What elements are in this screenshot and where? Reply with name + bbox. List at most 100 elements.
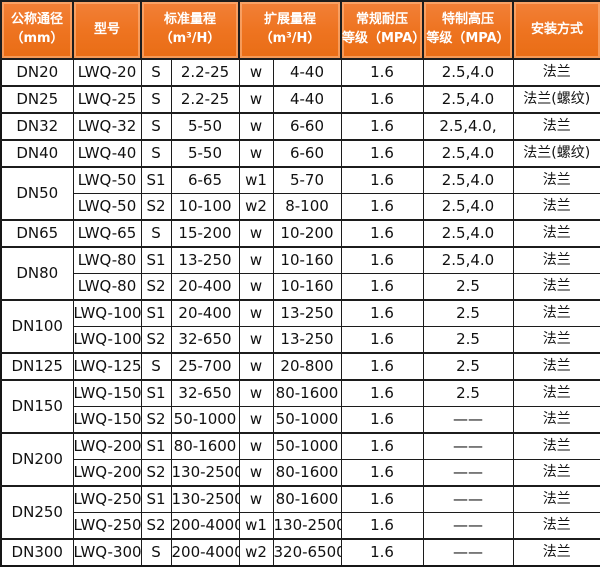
table-row: DN25 LWQ-25 S 2.2-25 w 4-40 1.6 2.5,4.0 … [0, 85, 600, 114]
cell-model: LWQ-20 [72, 58, 142, 87]
cell-std-range: 5-50 [170, 112, 240, 141]
cell-std-code: S [140, 219, 172, 248]
cell-std-code: S1 [140, 485, 172, 513]
cell-install: 法兰 [512, 485, 600, 513]
cell-model: LWQ-200 [72, 459, 142, 487]
cell-ext-code: w [238, 352, 274, 381]
header-cell-special-pressure: 特制高压 等级（MPA） [422, 0, 514, 60]
cell-dn: DN20 [0, 58, 74, 87]
cell-model: LWQ-125 [72, 352, 142, 381]
cell-dn: DN100 [0, 299, 74, 354]
cell-dn: DN300 [0, 538, 74, 567]
cell-special-pressure: 2.5,4.0 [422, 58, 514, 87]
cell-ext-code: w [238, 273, 274, 301]
cell-normal-pressure: 1.6 [340, 299, 424, 327]
cell-model: LWQ-100 [72, 299, 142, 327]
cell-normal-pressure: 1.6 [340, 85, 424, 114]
table-row: LWQ-50 S2 10-100 w2 8-100 1.6 2.5,4.0 法兰 [1, 193, 600, 221]
cell-ext-range: 80-1600 [272, 459, 342, 487]
header-cell-install: 安装方式 [512, 0, 600, 60]
cell-special-pressure: 2.5 [422, 379, 514, 407]
cell-ext-range: 4-40 [272, 58, 342, 87]
header-normal-line1: 常规耐压 [355, 12, 408, 28]
cell-std-code: S1 [140, 299, 172, 327]
cell-std-range: 200-4000 [170, 538, 240, 567]
cell-ext-code: w [238, 326, 274, 354]
cell-normal-pressure: 1.6 [340, 512, 424, 540]
cell-std-code: S2 [140, 193, 172, 221]
cell-std-range: 130-2500 [170, 485, 240, 513]
cell-install: 法兰 [512, 459, 600, 487]
table-row: LWQ-80 S2 20-400 w 10-160 1.6 2.5 法兰 [1, 273, 600, 301]
cell-std-range: 20-400 [170, 299, 240, 327]
cell-std-code: S2 [140, 273, 172, 301]
cell-std-range: 80-1600 [170, 432, 240, 460]
cell-model: LWQ-80 [72, 273, 142, 301]
cell-dn: DN125 [0, 352, 74, 381]
cell-install: 法兰 [512, 112, 600, 141]
table-row: DN250 LWQ-250 S1 130-2500 w 80-1600 1.6 … [0, 485, 600, 540]
cell-dn: DN65 [0, 219, 74, 248]
cell-install: 法兰(螺纹) [512, 139, 600, 168]
cell-dn: DN150 [0, 379, 74, 434]
cell-ext-code: w [238, 85, 274, 114]
cell-install: 法兰(螺纹) [512, 85, 600, 114]
cell-model: LWQ-250 [72, 512, 142, 540]
cell-ext-range: 10-160 [272, 246, 342, 274]
table-row: LWQ-250 S2 200-4000 w1 130-2500 1.6 —— 法… [1, 512, 600, 540]
table-row: DN50 LWQ-50 S1 6-65 w1 5-70 1.6 2.5,4.0 … [0, 166, 600, 221]
header-standard-line2: （m³/H） [159, 31, 221, 46]
cell-std-range: 5-50 [170, 139, 240, 168]
cell-install: 法兰 [512, 352, 600, 381]
cell-std-code: S [140, 85, 172, 114]
cell-std-code: S2 [140, 459, 172, 487]
cell-model: LWQ-80 [72, 246, 142, 274]
cell-install: 法兰 [512, 58, 600, 87]
cell-model: LWQ-150 [72, 379, 142, 407]
cell-ext-code: w1 [238, 166, 274, 194]
cell-model: LWQ-40 [72, 139, 142, 168]
cell-ext-code: w2 [238, 193, 274, 221]
header-cell-extended-range: 扩展量程 （m³/H） [238, 0, 342, 60]
cell-std-range: 6-65 [170, 166, 240, 194]
cell-install: 法兰 [512, 406, 600, 434]
cell-std-range: 20-400 [170, 273, 240, 301]
cell-special-pressure: 2.5,4.0 [422, 85, 514, 114]
cell-std-range: 32-650 [170, 326, 240, 354]
cell-ext-range: 20-800 [272, 352, 342, 381]
cell-dn: DN25 [0, 85, 74, 114]
cell-normal-pressure: 1.6 [340, 352, 424, 381]
table-row: DN100 LWQ-100 S1 20-400 w 13-250 1.6 2.5… [0, 299, 600, 354]
cell-dn: DN200 [0, 432, 74, 487]
header-extended-line2: （m³/H） [259, 31, 321, 46]
cell-std-code: S2 [140, 326, 172, 354]
cell-normal-pressure: 1.6 [340, 166, 424, 194]
cell-ext-range: 6-60 [272, 139, 342, 168]
cell-normal-pressure: 1.6 [340, 379, 424, 407]
header-special-line1: 特制高压 [441, 12, 494, 28]
cell-model: LWQ-32 [72, 112, 142, 141]
cell-model: LWQ-50 [72, 193, 142, 221]
cell-model: LWQ-200 [72, 432, 142, 460]
cell-install: 法兰 [512, 326, 600, 354]
cell-special-pressure: —— [422, 459, 514, 487]
header-install-label: 安装方式 [530, 21, 583, 37]
cell-install: 法兰 [512, 379, 600, 407]
header-cell-normal-pressure: 常规耐压 等级（MPA） [340, 0, 424, 60]
cell-ext-code: w [238, 219, 274, 248]
header-diameter-line2: （mm） [10, 31, 64, 46]
cell-std-range: 2.2-25 [170, 85, 240, 114]
table-row: DN300 LWQ-300 S 200-4000 w2 320-6500 1.6… [0, 538, 600, 567]
cell-std-code: S [140, 538, 172, 567]
header-normal-line2: 等级（MPA） [342, 31, 423, 46]
cell-ext-code: w [238, 485, 274, 513]
cell-ext-code: w [238, 299, 274, 327]
header-special-line2: 等级（MPA） [426, 31, 510, 46]
cell-ext-range: 50-1000 [272, 406, 342, 434]
cell-ext-range: 5-70 [272, 166, 342, 194]
cell-std-code: S [140, 112, 172, 141]
cell-special-pressure: —— [422, 432, 514, 460]
header-standard-line1: 标准量程 [163, 12, 216, 28]
cell-std-code: S2 [140, 512, 172, 540]
cell-special-pressure: 2.5,4.0 [422, 139, 514, 168]
